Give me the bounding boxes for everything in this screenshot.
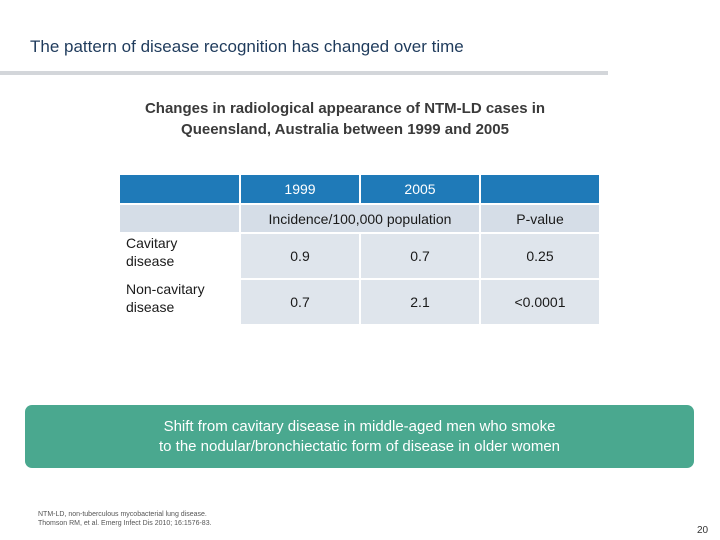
- footnote-line-1: NTM-LD, non-tuberculous mycobacterial lu…: [38, 511, 207, 518]
- row-label-non-cavitary: Non-cavitary disease: [120, 280, 239, 324]
- subheader-pvalue: P-value: [481, 205, 599, 232]
- table-cell: 0.25: [481, 234, 599, 278]
- page-number: 20: [697, 525, 709, 536]
- table-cell: <0.0001: [481, 280, 599, 324]
- slide-subtitle: Changes in radiological appearance of NT…: [0, 98, 690, 140]
- subheader-incidence: Incidence/100,000 population: [241, 205, 479, 232]
- row-label-cavitary: Cavitary disease: [120, 234, 239, 278]
- row-label-line: disease: [126, 253, 175, 269]
- slide-title: The pattern of disease recognition has c…: [30, 37, 464, 56]
- callout-line-1: Shift from cavitary disease in middle-ag…: [163, 417, 556, 435]
- row-label-line: Non-cavitary: [126, 281, 205, 297]
- header-empty: [481, 175, 599, 203]
- subtitle-line-1: Changes in radiological appearance of NT…: [144, 100, 546, 117]
- footnote-line-2: Thomson RM, et al. Emerg Infect Dis 2010…: [38, 520, 212, 527]
- callout-line-2: to the nodular/bronchiectatic form of di…: [158, 437, 561, 455]
- header-blank-cell: [120, 175, 239, 203]
- table-cell: 0.7: [361, 234, 479, 278]
- table-cell: 0.7: [241, 280, 359, 324]
- row-label-line: disease: [126, 299, 175, 315]
- title-divider: [0, 71, 608, 75]
- subheader-blank-cell: [120, 205, 239, 232]
- subtitle-line-2: Queensland, Australia between 1999 and 2…: [181, 121, 509, 138]
- header-1999: 1999: [241, 175, 359, 203]
- row-label-line: Cavitary: [126, 235, 178, 251]
- key-finding-callout: Shift from cavitary disease in middle-ag…: [25, 405, 694, 468]
- header-2005: 2005: [361, 175, 479, 203]
- table-cell: 0.9: [241, 234, 359, 278]
- table-cell: 2.1: [361, 280, 479, 324]
- footnote: NTM-LD, non-tuberculous mycobacterial lu…: [38, 510, 212, 528]
